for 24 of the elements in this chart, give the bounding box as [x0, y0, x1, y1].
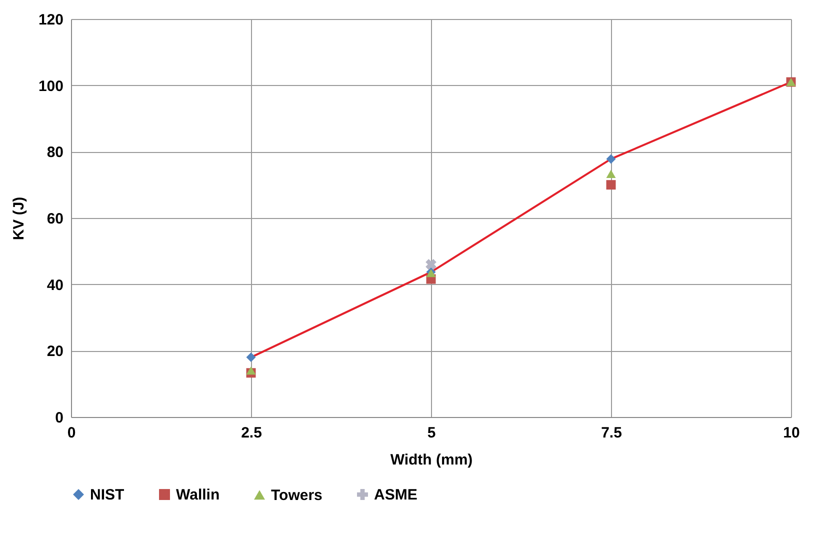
point	[246, 352, 256, 362]
x-tick-label: 7.5	[601, 424, 622, 442]
x-tick-label: 0	[67, 424, 76, 442]
y-tick-label: 40	[46, 276, 64, 294]
legend-label: NIST	[90, 486, 124, 504]
x-tick-label: 2.5	[241, 424, 262, 442]
legend-label: Wallin	[176, 486, 220, 504]
point	[426, 259, 436, 270]
y-tick-label: 100	[38, 78, 64, 95]
y-tick-label: 80	[46, 144, 64, 162]
point	[606, 154, 616, 164]
x-tick-label: 10	[783, 424, 800, 442]
x-axis-title: Width (mm)	[390, 452, 473, 468]
legend-label: ASME	[374, 486, 418, 504]
y-axis-title: KV (J)	[10, 196, 28, 240]
x-tick-label: 5	[427, 424, 436, 442]
legend-label: Towers	[271, 486, 322, 504]
y-tick-label: 20	[46, 343, 64, 360]
y-tick-label: 120	[38, 12, 64, 28]
y-tick-label: 0	[55, 410, 64, 426]
point	[606, 180, 616, 190]
point	[606, 170, 616, 178]
y-tick-label: 60	[46, 210, 64, 228]
point	[246, 366, 256, 375]
